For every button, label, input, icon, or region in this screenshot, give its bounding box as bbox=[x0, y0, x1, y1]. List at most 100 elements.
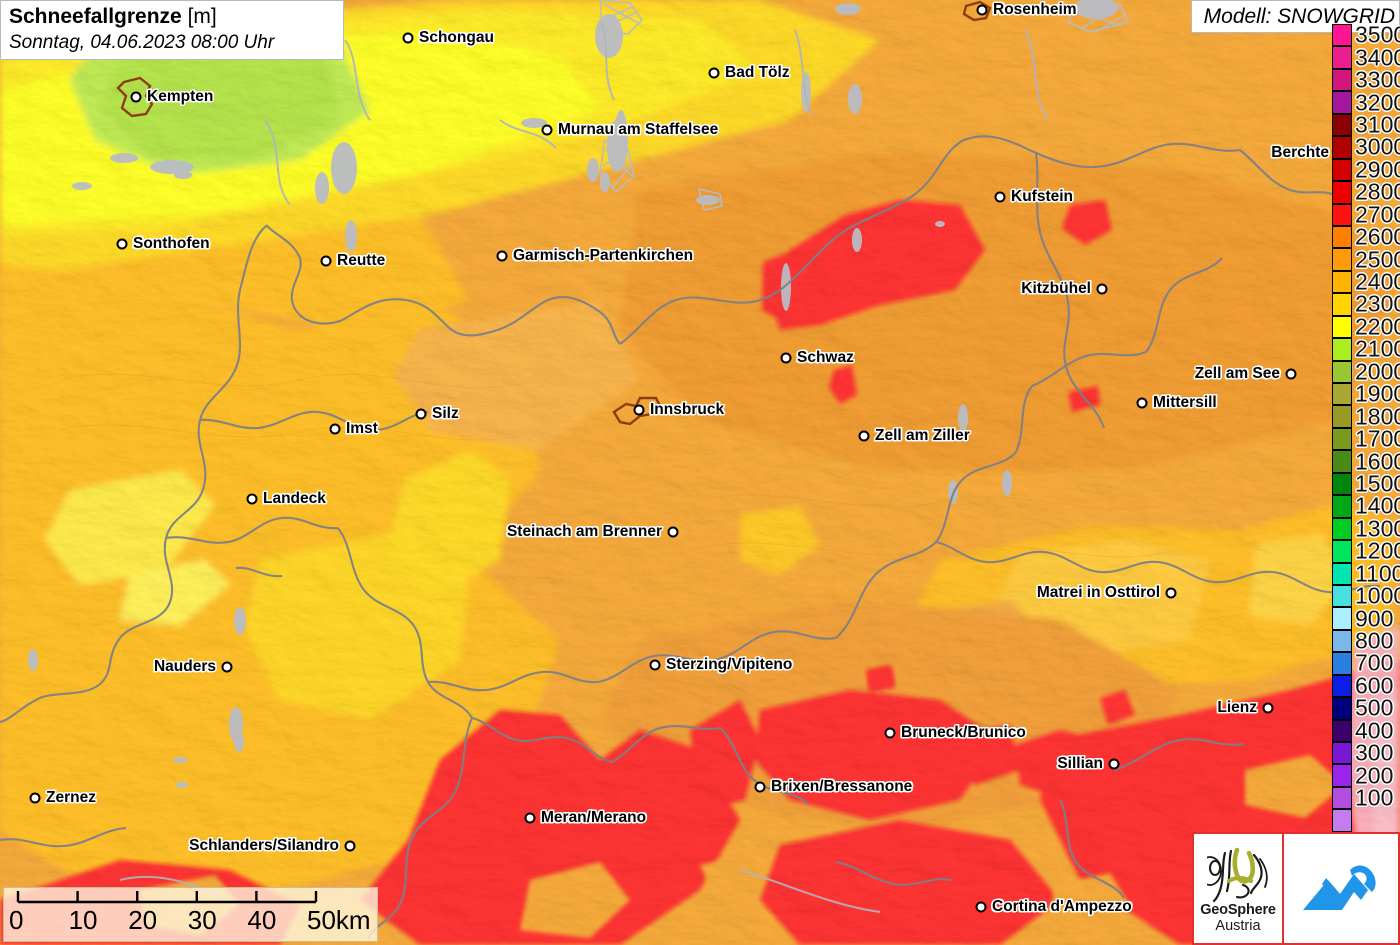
legend-value-label: 400 bbox=[1355, 717, 1394, 744]
title-unit: [m] bbox=[187, 5, 217, 28]
legend-color-swatch bbox=[1332, 158, 1352, 182]
scale-tick-label: 20 bbox=[128, 905, 158, 935]
legend-entry: 2200 bbox=[1326, 313, 1400, 340]
legend-value-label: 1000 bbox=[1355, 582, 1400, 609]
forecast-timestamp: Sonntag, 04.06.2023 08:00 Uhr bbox=[9, 32, 275, 53]
legend-value-label: 2000 bbox=[1355, 358, 1400, 385]
legend-value-label: 1700 bbox=[1355, 425, 1400, 452]
legend-color-swatch bbox=[1332, 360, 1352, 383]
legend-color-swatch bbox=[1332, 540, 1352, 563]
legend-color-swatch bbox=[1332, 742, 1352, 765]
legend-entry: 3400 bbox=[1326, 44, 1400, 71]
legend-value-label: 2100 bbox=[1355, 335, 1400, 362]
legend-color-swatch bbox=[1332, 24, 1352, 47]
legend-color-swatch bbox=[1332, 225, 1352, 249]
legend-entry: 2700 bbox=[1326, 203, 1400, 226]
legend-entry: 1000 bbox=[1326, 582, 1400, 609]
scale-bar: 0 10 20 30 40 50km bbox=[3, 887, 378, 942]
legend-value-label: 3300 bbox=[1355, 66, 1400, 93]
legend-color-swatch bbox=[1332, 517, 1352, 541]
legend-entry: 2300 bbox=[1326, 292, 1400, 316]
legend-color-swatch bbox=[1332, 270, 1352, 294]
legend-value-label: 1200 bbox=[1355, 537, 1400, 564]
scale-tick-label: 50km bbox=[307, 905, 371, 935]
legend-color-swatch bbox=[1332, 248, 1352, 271]
legend-value-label: 3100 bbox=[1355, 111, 1400, 138]
legend-entry: 400 bbox=[1326, 717, 1400, 744]
legend-entry: 300 bbox=[1326, 739, 1400, 766]
color-scale-legend: 3500 3400 3300 3200 3100 3000 2900 2800 2700 2600… bbox=[1326, 23, 1400, 832]
map-title-box: Schneefallgrenze [m] Sonntag, 04.06.2023… bbox=[0, 0, 344, 60]
legend-value-label: 1300 bbox=[1355, 515, 1400, 542]
blue-mountain-logo bbox=[1284, 832, 1400, 945]
legend-entry bbox=[1326, 809, 1400, 832]
legend-entry: 2800 bbox=[1326, 180, 1400, 204]
geosphere-austria-logo: GeoSphere Austria bbox=[1192, 832, 1284, 945]
legend-color-swatch bbox=[1332, 472, 1352, 496]
legend-value-label: 500 bbox=[1355, 694, 1394, 721]
legend-value-label: 3000 bbox=[1355, 133, 1400, 160]
legend-color-swatch bbox=[1332, 562, 1352, 585]
legend-entry: 100 bbox=[1326, 786, 1400, 810]
legend-color-swatch bbox=[1332, 136, 1352, 159]
legend-color-swatch bbox=[1332, 46, 1352, 69]
legend-value-label: 600 bbox=[1355, 672, 1394, 699]
legend-color-swatch bbox=[1332, 113, 1352, 137]
legend-value-label: 3200 bbox=[1355, 89, 1400, 116]
legend-entry: 3200 bbox=[1326, 89, 1400, 116]
legend-color-swatch bbox=[1332, 584, 1352, 608]
scale-bar-labels: 0 10 20 30 40 50km bbox=[4, 905, 379, 943]
legend-entry: 2600 bbox=[1326, 223, 1400, 250]
geosphere-contour-icon bbox=[1207, 847, 1268, 902]
legend-color-swatch bbox=[1332, 450, 1352, 473]
legend-value-label: 1800 bbox=[1355, 403, 1400, 430]
legend-value-label: 700 bbox=[1355, 649, 1394, 676]
legend-value-label: 1500 bbox=[1355, 470, 1400, 497]
legend-color-swatch bbox=[1332, 697, 1352, 720]
legend-entry: 3100 bbox=[1326, 111, 1400, 138]
blue-mountain-icon bbox=[1303, 865, 1376, 910]
legend-color-swatch bbox=[1332, 91, 1352, 114]
legend-value-label: 300 bbox=[1355, 739, 1394, 766]
legend-entry: 2500 bbox=[1326, 248, 1400, 271]
legend-color-swatch bbox=[1332, 629, 1352, 653]
legend-color-swatch bbox=[1332, 786, 1352, 810]
scale-tick-label: 0 bbox=[9, 905, 24, 935]
legend-color-swatch bbox=[1332, 427, 1352, 451]
scale-tick-label: 10 bbox=[68, 905, 98, 935]
geosphere-logo-line1: GeoSphere bbox=[1200, 901, 1276, 918]
legend-entry: 2100 bbox=[1326, 335, 1400, 362]
legend-value-label: 200 bbox=[1355, 762, 1394, 789]
legend-entry: 500 bbox=[1326, 694, 1400, 721]
model-label: Modell: SNOWGRID bbox=[1203, 4, 1395, 28]
legend-color-swatch bbox=[1332, 383, 1352, 406]
legend-entry: 2400 bbox=[1326, 270, 1400, 294]
legend-value-label: 800 bbox=[1355, 627, 1394, 654]
scale-tick-label: 30 bbox=[187, 905, 217, 935]
legend-color-swatch bbox=[1332, 203, 1352, 226]
legend-value-label: 3400 bbox=[1355, 44, 1400, 71]
legend-value-label: 2200 bbox=[1355, 313, 1400, 340]
legend-entry: 1400 bbox=[1326, 494, 1400, 518]
legend-color-swatch bbox=[1332, 809, 1352, 832]
legend-value-label: 1900 bbox=[1355, 380, 1400, 407]
legend-entry: 600 bbox=[1326, 672, 1400, 699]
legend-entry: 2900 bbox=[1326, 156, 1400, 183]
geosphere-logo-line2: Austria bbox=[1215, 917, 1261, 934]
legend-entry: 900 bbox=[1326, 605, 1400, 632]
legend-entry: 1600 bbox=[1326, 450, 1400, 473]
model-label-box: Modell: SNOWGRID bbox=[1190, 0, 1400, 33]
scale-bar-ticks bbox=[16, 891, 318, 904]
legend-value-label: 900 bbox=[1355, 605, 1394, 632]
logo-strip: GeoSphere Austria bbox=[1192, 832, 1400, 945]
legend-color-swatch bbox=[1332, 607, 1352, 630]
legend-entry: 2000 bbox=[1326, 358, 1400, 385]
legend-entry: 1700 bbox=[1326, 425, 1400, 452]
legend-value-label: 2600 bbox=[1355, 223, 1400, 250]
legend-value-label: 2900 bbox=[1355, 156, 1400, 183]
legend-entry: 1800 bbox=[1326, 403, 1400, 430]
legend-color-swatch bbox=[1332, 315, 1352, 339]
